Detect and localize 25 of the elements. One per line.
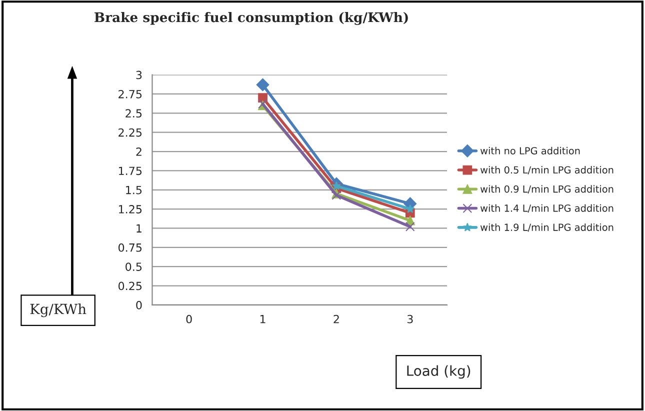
legend-label: with 0.9 L/min LPG addition [480,185,614,194]
legend-label: with 0.5 L/min LPG addition [480,166,614,174]
x-tick-label: 3 [407,314,413,324]
y-tick-label: 1.5 [126,186,142,194]
y-tick-label: 0 [136,300,142,310]
chart-title: Brake specific fuel consumption (kg/KWh) [94,12,408,25]
x-tick-label: 2 [334,314,339,324]
y-tick-label: 0.75 [118,243,142,252]
legend-label: with 1.9 L/min LPG addition [480,223,614,232]
x-tick-label: 0 [186,314,192,324]
legend-label: with 1.4 L/min LPG addition [480,204,614,213]
y-tick-label: 2.75 [118,90,142,98]
x-axis-title: Load (kg) [407,365,470,379]
y-tick-label: 2.5 [126,109,142,118]
y-tick-label: 0.25 [118,282,142,290]
y-tick-label: 2.25 [118,128,142,137]
y-tick-label: 2 [136,147,142,156]
y-tick-label: 3 [136,70,142,80]
y-tick-label: 1.25 [118,205,142,214]
legend-label: with no LPG addition [480,146,580,154]
y-tick-label: 1.75 [118,166,142,176]
x-tick-label: 1 [260,315,266,324]
y-tick-label: 0.5 [126,262,142,271]
y-tick-label: 1 [136,224,142,232]
y-axis-title: Kg/KWh [30,303,86,318]
